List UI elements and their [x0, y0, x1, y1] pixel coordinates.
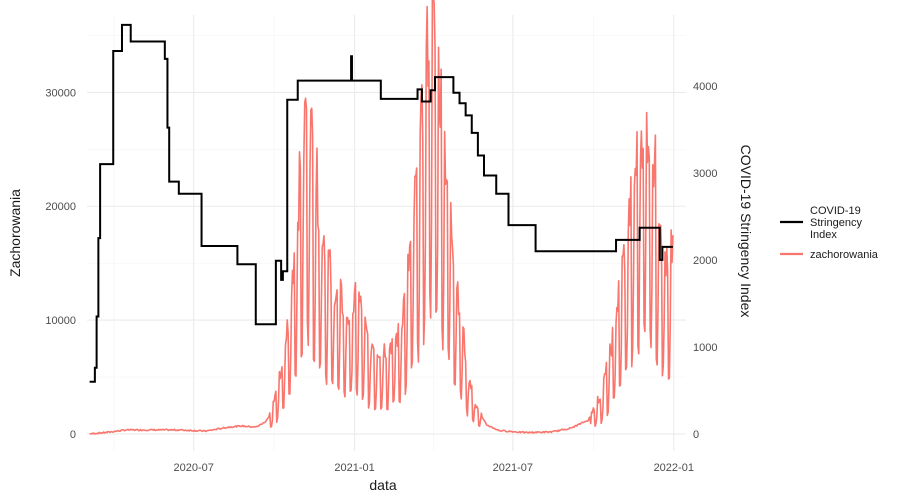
x-tick-label: 2020-07	[173, 462, 213, 474]
y-left-axis-title: Zachorowania	[7, 189, 23, 277]
y-right-axis: 0 1000 2000 3000 4000	[693, 81, 717, 441]
y-right-tick-label: 1000	[693, 342, 717, 354]
y-right-tick-label: 3000	[693, 168, 717, 180]
x-axis: 2020-07 2021-01 2021-07 2022-01	[173, 462, 693, 474]
y-left-tick-label: 0	[70, 429, 76, 441]
y-right-tick-label: 0	[693, 429, 699, 441]
legend-label-zachorowania: zachorowania	[810, 249, 879, 261]
y-right-axis-title: COVID-19 Stringency Index	[738, 145, 754, 318]
x-tick-label: 2022-01	[654, 462, 694, 474]
series-line-stringency	[89, 23, 673, 383]
x-tick-label: 2021-01	[334, 462, 374, 474]
x-tick-label: 2021-07	[493, 462, 533, 474]
y-left-tick-label: 20000	[45, 201, 76, 213]
y-right-tick-label: 4000	[693, 81, 717, 93]
y-left-tick-label: 10000	[45, 315, 76, 327]
plot-lines	[89, 0, 674, 435]
legend: COVID-19 Stringency Index zachorowania	[780, 205, 879, 261]
series-line-zachorowania	[89, 0, 674, 435]
legend-label-stringency: COVID-19 Stringency Index	[810, 205, 862, 241]
x-axis-title: data	[369, 477, 396, 493]
y-left-tick-label: 30000	[45, 87, 76, 99]
y-left-axis: 0 10000 20000 30000	[45, 87, 76, 441]
y-right-tick-label: 2000	[693, 255, 717, 267]
